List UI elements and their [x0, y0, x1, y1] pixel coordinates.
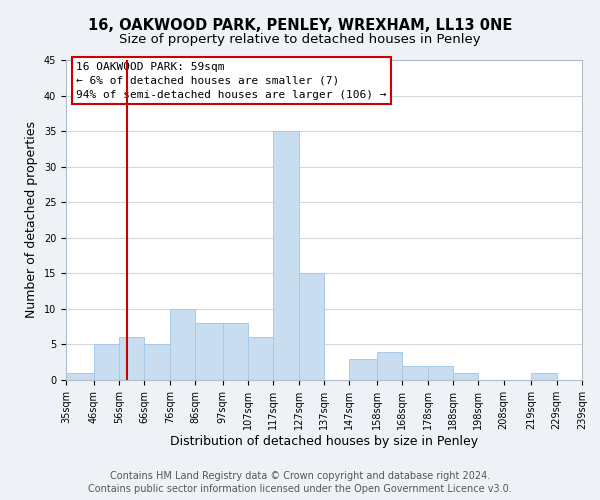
Bar — [349, 358, 377, 380]
Bar — [453, 373, 478, 380]
Bar — [532, 373, 557, 380]
Bar — [94, 344, 119, 380]
Bar — [195, 323, 223, 380]
Text: 16, OAKWOOD PARK, PENLEY, WREXHAM, LL13 0NE: 16, OAKWOOD PARK, PENLEY, WREXHAM, LL13 … — [88, 18, 512, 32]
Bar — [582, 373, 600, 380]
Bar — [170, 309, 195, 380]
X-axis label: Distribution of detached houses by size in Penley: Distribution of detached houses by size … — [170, 434, 478, 448]
Bar — [248, 338, 274, 380]
Bar — [66, 373, 94, 380]
Text: Contains public sector information licensed under the Open Government Licence v3: Contains public sector information licen… — [88, 484, 512, 494]
Text: 16 OAKWOOD PARK: 59sqm
← 6% of detached houses are smaller (7)
94% of semi-detac: 16 OAKWOOD PARK: 59sqm ← 6% of detached … — [76, 62, 387, 100]
Bar — [274, 131, 299, 380]
Bar — [377, 352, 403, 380]
Bar — [223, 323, 248, 380]
Bar — [119, 338, 145, 380]
Text: Size of property relative to detached houses in Penley: Size of property relative to detached ho… — [119, 32, 481, 46]
Text: Contains HM Land Registry data © Crown copyright and database right 2024.: Contains HM Land Registry data © Crown c… — [110, 471, 490, 481]
Bar — [428, 366, 453, 380]
Y-axis label: Number of detached properties: Number of detached properties — [25, 122, 38, 318]
Bar — [145, 344, 170, 380]
Bar — [403, 366, 428, 380]
Bar — [299, 274, 324, 380]
